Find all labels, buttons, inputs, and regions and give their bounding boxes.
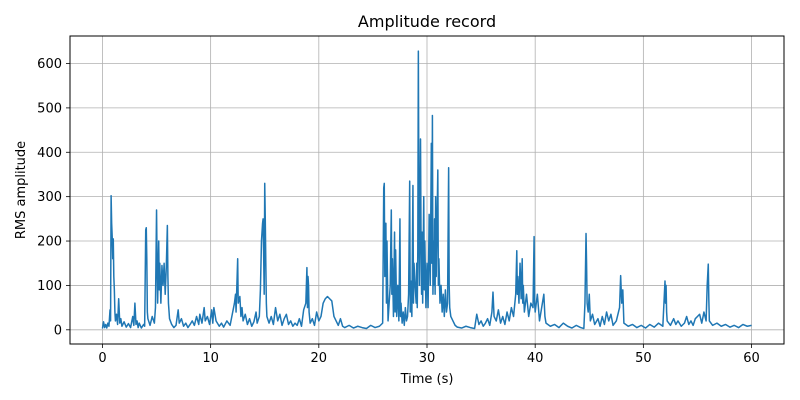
y-tick-label: 400: [37, 146, 62, 161]
y-axis: 0 100 200 300 400 500 600: [37, 57, 70, 338]
x-tick-label: 20: [311, 351, 328, 366]
x-tick-label: 50: [635, 351, 652, 366]
plot-area: [101, 50, 752, 330]
x-axis-label: Time (s): [400, 372, 454, 387]
x-tick-label: 40: [527, 351, 544, 366]
grid-lines: [70, 36, 784, 344]
x-tick-label: 10: [202, 351, 219, 366]
x-axis: 0 10 20 30 40 50 60: [98, 344, 760, 366]
x-tick-label: 30: [419, 351, 436, 366]
y-tick-label: 100: [37, 279, 62, 294]
y-tick-label: 300: [37, 190, 62, 205]
x-tick-label: 60: [743, 351, 760, 366]
y-tick-label: 200: [37, 235, 62, 250]
y-axis-label: RMS amplitude: [14, 141, 29, 239]
series-line: [101, 50, 752, 330]
x-tick-label: 0: [98, 351, 106, 366]
y-tick-label: 500: [37, 101, 62, 116]
chart-title: Amplitude record: [358, 12, 496, 31]
y-tick-label: 600: [37, 57, 62, 72]
y-tick-label: 0: [54, 323, 62, 338]
